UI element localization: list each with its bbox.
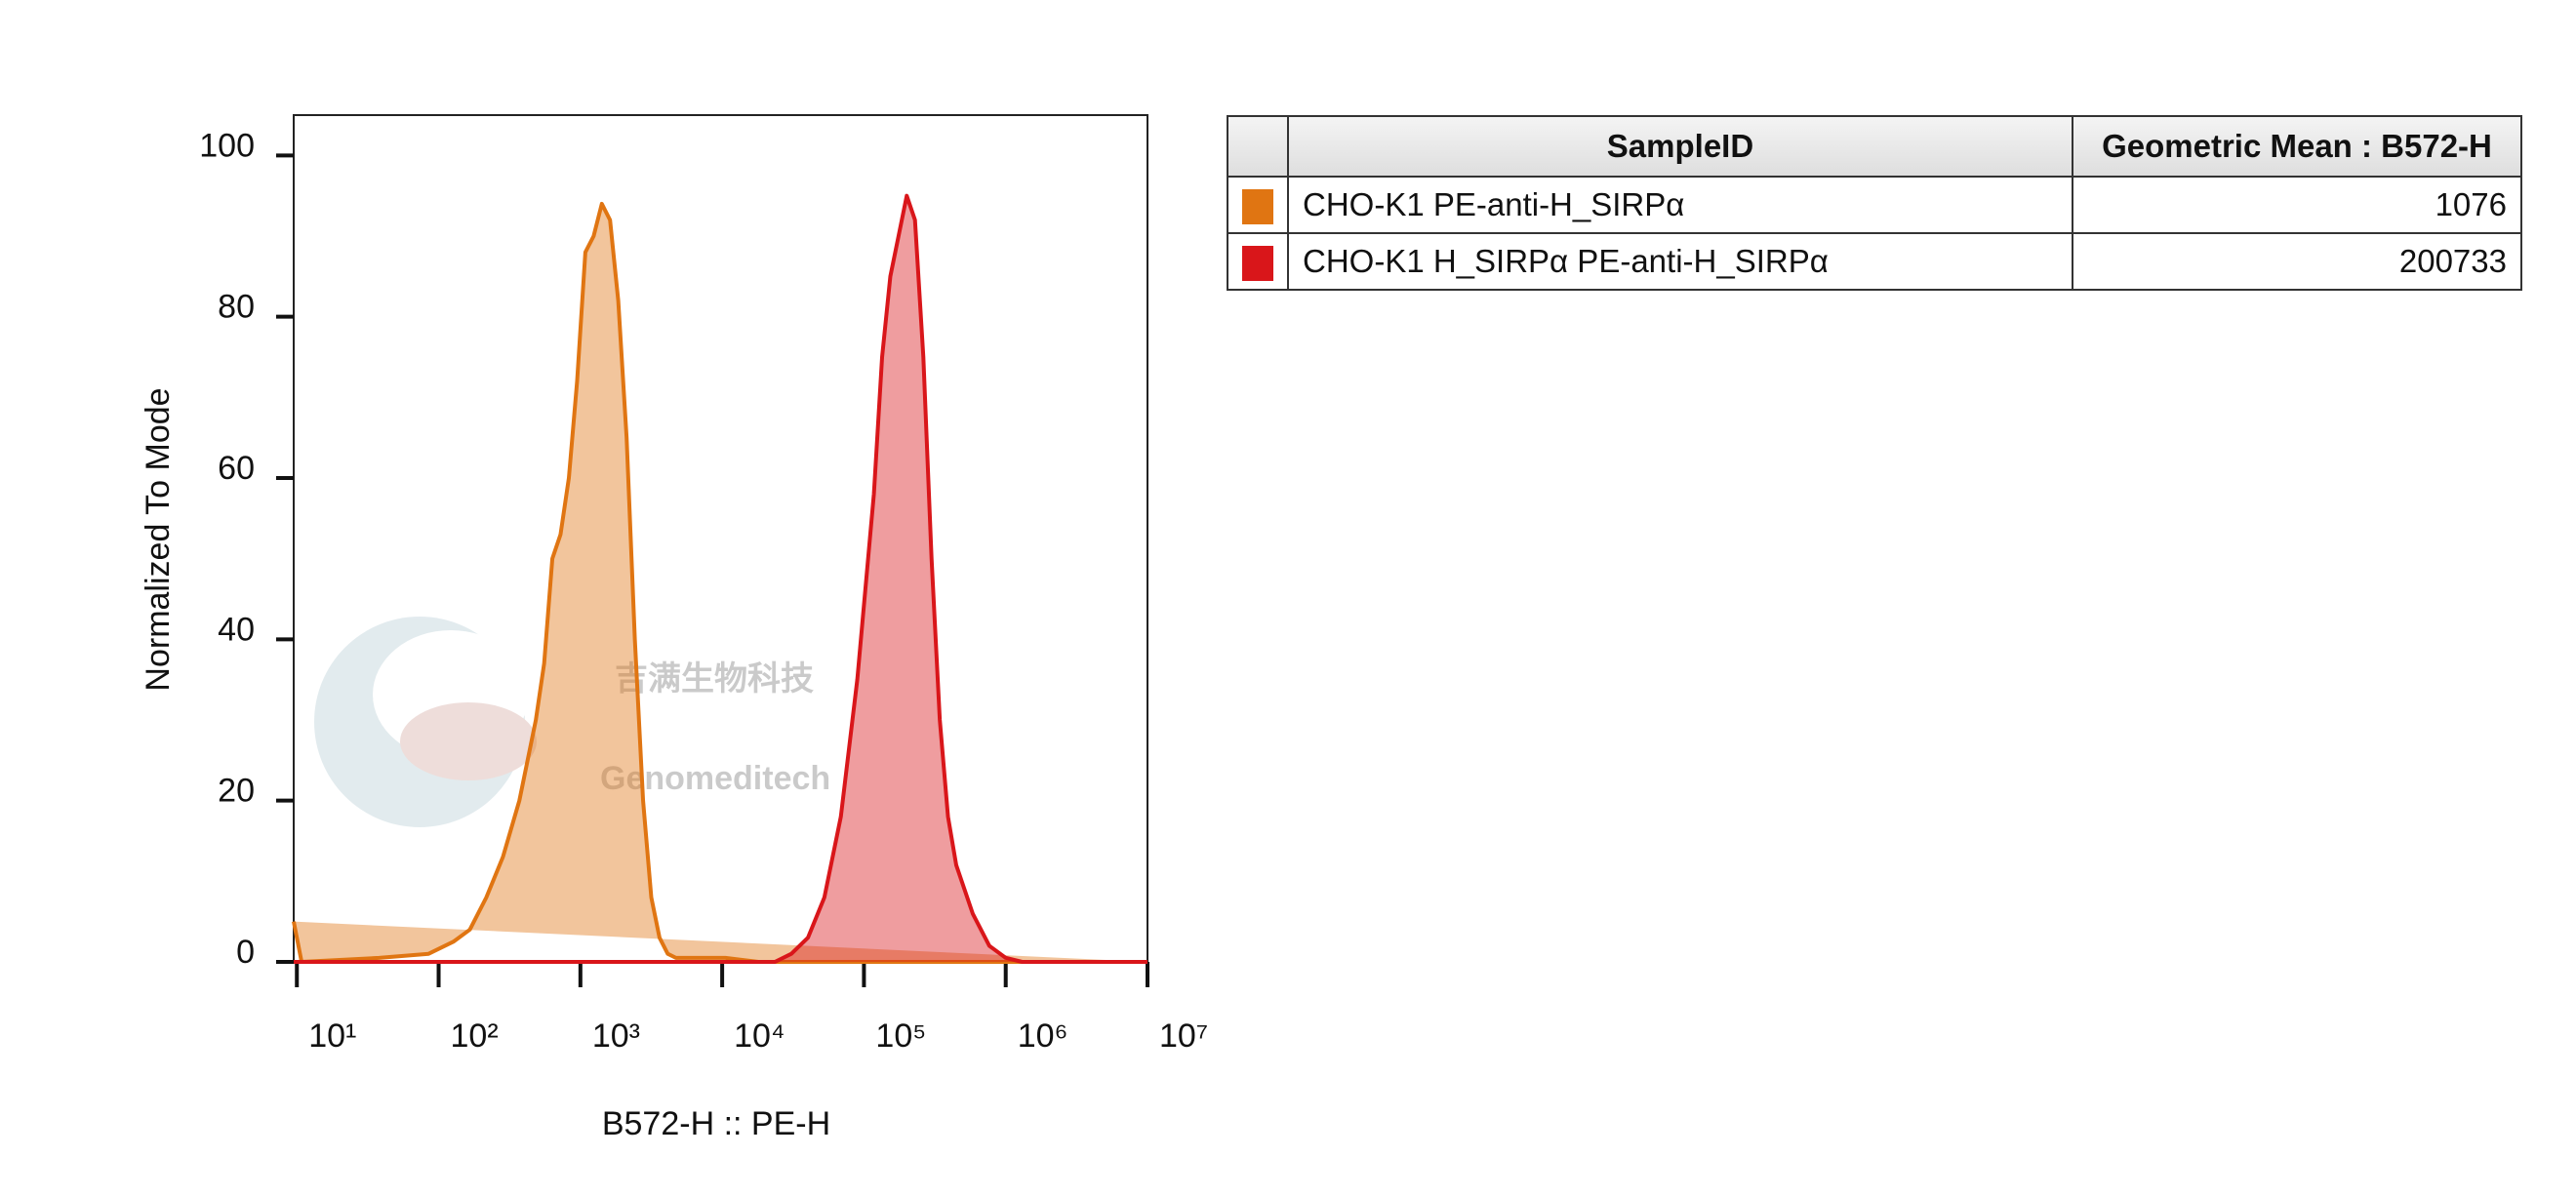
swatch-cell (1227, 232, 1289, 291)
table-row: CHO-K1 PE-anti-H_SIRPα 1076 (1227, 176, 2522, 234)
header-cell: Geometric Mean : B572-H (2072, 115, 2522, 178)
x-tick-label: 10⁷ (1159, 1017, 1208, 1055)
swatch (1242, 245, 1273, 281)
area-fill (294, 195, 1147, 963)
x-tick-label: 10⁵ (875, 1017, 926, 1055)
x-tick-label: 10³ (592, 1017, 640, 1055)
series-line (292, 201, 1147, 964)
watermark-en: Genomeditech (600, 760, 830, 797)
watermark-logo (373, 630, 529, 759)
plot-area (292, 193, 1147, 964)
watermark-logo (400, 702, 537, 780)
watermark-cn: 吉满生物科技 (615, 660, 814, 698)
y-tick-label: 0 (236, 934, 255, 971)
x-tick-label: 10¹ (308, 1017, 356, 1055)
header-cell: SampleID (1287, 115, 2073, 178)
table-row: CHO-K1 H_SIRPα PE-anti-H_SIRPα 200733 (1227, 232, 2522, 291)
value-cell: 200733 (2072, 232, 2522, 291)
plot-frame (293, 114, 1148, 963)
watermark-logo (314, 617, 525, 827)
sample-cell: CHO-K1 H_SIRPα PE-anti-H_SIRPα (1287, 232, 2073, 291)
watermark: 吉满生物科技 Genomeditech (314, 617, 830, 827)
sample-cell: CHO-K1 PE-anti-H_SIRPα (1287, 176, 2073, 234)
swatch (1242, 188, 1273, 224)
x-axis-label: B572-H :: PE-H (602, 1105, 830, 1142)
value-cell: 1076 (2072, 176, 2522, 234)
swatch-header (1227, 115, 1289, 178)
area-fill (294, 203, 1147, 962)
y-tick-label: 80 (218, 289, 255, 326)
x-tick-label: 10² (451, 1017, 499, 1055)
y-tick-label: 100 (199, 127, 255, 164)
y-tick-label: 60 (218, 450, 255, 487)
series-line (294, 193, 1147, 964)
x-tick-label: 10⁶ (1018, 1017, 1068, 1055)
y-tick-label: 20 (218, 773, 255, 810)
stats-table: SampleID Geometric Mean : B572-H CHO-K1 … (1227, 115, 2522, 291)
y-axis-label: Normalized To Mode (140, 387, 177, 691)
table-header: SampleID Geometric Mean : B572-H (1227, 115, 2522, 178)
y-tick-label: 40 (218, 611, 255, 648)
x-tick-label: 10⁴ (734, 1017, 785, 1055)
swatch-cell (1227, 176, 1289, 234)
